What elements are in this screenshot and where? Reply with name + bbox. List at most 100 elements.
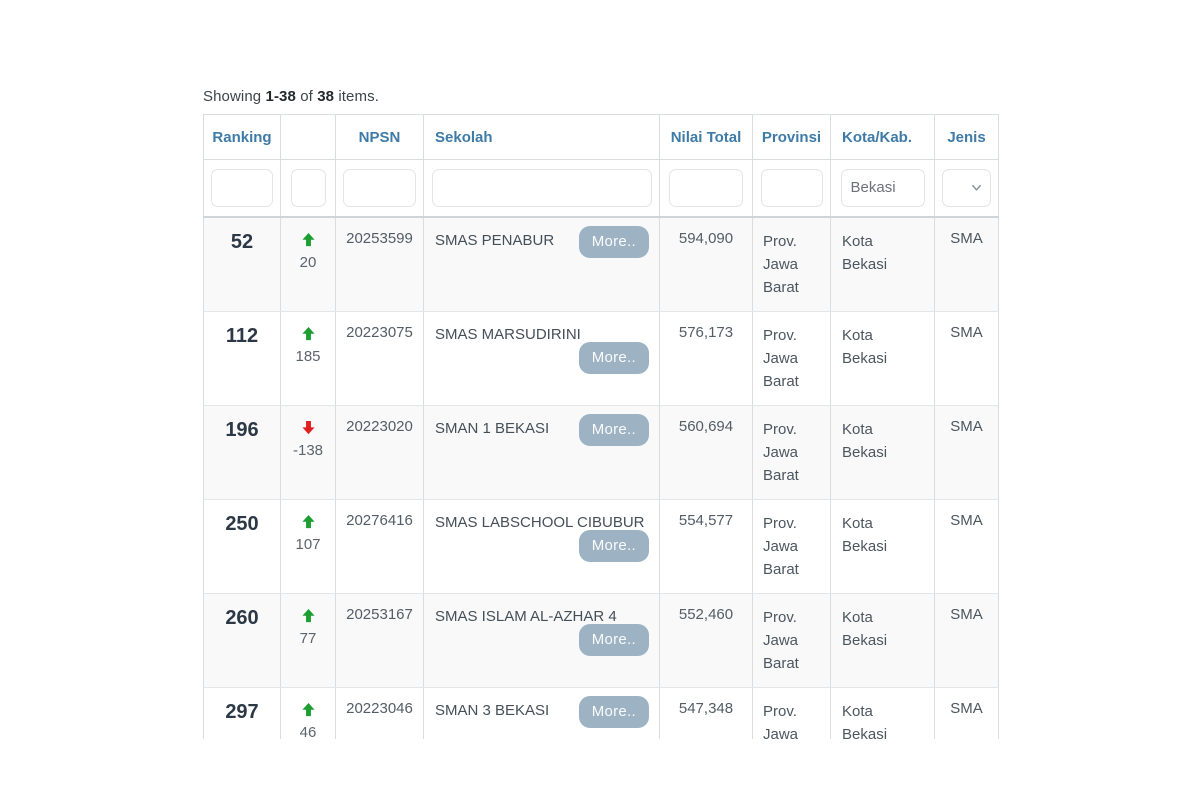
ranking-cell: 250 xyxy=(203,498,281,594)
summary-text: Showing 1-38 of 38 items. xyxy=(203,88,1200,105)
nilai-total-cell: 594,090 xyxy=(659,216,753,312)
rank-change-cell: 77 xyxy=(280,592,336,688)
jenis-cell: SMA xyxy=(934,216,999,312)
provinsi-filter-input[interactable] xyxy=(760,168,823,207)
rank-change-cell: 107 xyxy=(280,498,336,594)
provinsi-cell: Prov. Jawa Barat xyxy=(752,310,831,406)
more-button[interactable]: More.. xyxy=(578,225,649,258)
header-kota-kab[interactable]: Kota/Kab. xyxy=(830,114,935,160)
arrow-up-icon xyxy=(301,514,316,529)
kota-kab-cell: Kota Bekasi xyxy=(830,310,935,406)
kota-kab-filter-input[interactable] xyxy=(840,168,925,207)
header-sekolah[interactable]: Sekolah xyxy=(423,114,660,160)
rank-change-cell: 46 xyxy=(280,686,336,740)
sekolah-cell: SMAS PENABUR More.. xyxy=(423,216,660,312)
npsn-cell: 20276416 xyxy=(335,498,424,594)
more-button[interactable]: More.. xyxy=(578,695,649,728)
npsn-filter-input[interactable] xyxy=(343,168,416,207)
jenis-cell: SMA xyxy=(934,310,999,406)
change-filter-input[interactable] xyxy=(290,168,326,207)
header-npsn[interactable]: NPSN xyxy=(335,114,424,160)
page: Showing 1-38 of 38 items. Ranking NPSN S… xyxy=(203,88,1200,739)
ranking-filter-input[interactable] xyxy=(211,168,273,207)
rank-change-value: 20 xyxy=(299,253,317,271)
table-row: 52 20 20253599 SMAS PENABUR More.. 594,09… xyxy=(203,216,999,312)
table-row: 250 107 20276416 SMAS LABSCHOOL CIBUBUR M… xyxy=(203,498,999,594)
arrow-down-icon xyxy=(301,420,316,435)
school-name: SMAS MARSUDIRINI xyxy=(435,325,581,343)
school-name: SMAS ISLAM AL-AZHAR 4 xyxy=(435,607,617,625)
jenis-filter-select[interactable] xyxy=(942,168,991,207)
school-name: SMAS LABSCHOOL CIBUBUR xyxy=(435,513,645,531)
school-name: SMAS PENABUR xyxy=(435,231,555,249)
ranking-table: Ranking NPSN Sekolah Nilai Total Provins… xyxy=(203,114,999,739)
header-provinsi[interactable]: Provinsi xyxy=(752,114,831,160)
ranking-cell: 260 xyxy=(203,592,281,688)
provinsi-cell: Prov. Jawa Barat xyxy=(752,404,831,500)
table-row: 196 -138 20223020 SMAN 1 BEKASI More.. 56… xyxy=(203,404,999,500)
rank-change-cell: 185 xyxy=(280,310,336,406)
arrow-up-icon xyxy=(301,232,316,247)
provinsi-cell: Prov. Jawa Barat xyxy=(752,592,831,688)
summary-total: 38 xyxy=(317,88,335,105)
kota-kab-cell: Kota Bekasi xyxy=(830,592,935,688)
jenis-cell: SMA xyxy=(934,498,999,594)
nilai-total-cell: 552,460 xyxy=(659,592,753,688)
npsn-cell: 20223046 xyxy=(335,686,424,739)
kota-kab-cell: Kota Bekasi xyxy=(830,216,935,312)
more-button[interactable]: More.. xyxy=(578,623,649,656)
jenis-cell: SMA xyxy=(934,404,999,500)
more-button[interactable]: More.. xyxy=(578,413,649,446)
header-jenis[interactable]: Jenis xyxy=(934,114,999,160)
npsn-cell: 20253167 xyxy=(335,592,424,688)
sekolah-cell: SMAS LABSCHOOL CIBUBUR More.. xyxy=(423,498,660,594)
header-change xyxy=(280,114,336,160)
npsn-cell: 20253599 xyxy=(335,216,424,312)
table-header: Ranking NPSN Sekolah Nilai Total Provins… xyxy=(203,114,999,218)
provinsi-cell: Prov. Jawa Barat xyxy=(752,498,831,594)
rank-change-value: 107 xyxy=(295,535,321,553)
summary-range: 1-38 xyxy=(265,88,296,105)
header-ranking[interactable]: Ranking xyxy=(203,114,281,160)
table-row: 112 185 20223075 SMAS MARSUDIRINI More.. … xyxy=(203,310,999,406)
summary-prefix: Showing xyxy=(203,88,266,105)
ranking-cell: 112 xyxy=(203,310,281,406)
more-button[interactable]: More.. xyxy=(578,341,649,374)
ranking-cell: 196 xyxy=(203,404,281,500)
npsn-cell: 20223020 xyxy=(335,404,424,500)
provinsi-cell: Prov. Jawa Barat xyxy=(752,216,831,312)
ranking-cell: 52 xyxy=(203,216,281,312)
nilai-total-cell: 554,577 xyxy=(659,498,753,594)
table-row: 260 77 20253167 SMAS ISLAM AL-AZHAR 4 Mor… xyxy=(203,592,999,688)
table-body: 52 20 20253599 SMAS PENABUR More.. 594,09… xyxy=(203,216,999,740)
npsn-cell: 20223075 xyxy=(335,310,424,406)
table-row: 297 46 20223046 SMAN 3 BEKASI More.. 547,… xyxy=(203,686,999,740)
sekolah-cell: SMAS MARSUDIRINI More.. xyxy=(423,310,660,406)
more-button[interactable]: More.. xyxy=(578,529,649,562)
rank-change-value: 185 xyxy=(295,347,321,365)
nilai-total-cell: 547,348 xyxy=(659,686,753,739)
sekolah-cell: SMAN 1 BEKASI More.. xyxy=(423,404,660,500)
arrow-up-icon xyxy=(301,326,316,341)
arrow-up-icon xyxy=(301,702,316,717)
jenis-cell: SMA xyxy=(934,686,999,739)
grid-view: Ranking NPSN Sekolah Nilai Total Provins… xyxy=(203,114,1000,739)
rank-change-value: 77 xyxy=(299,629,317,647)
rank-change-cell: -138 xyxy=(280,404,336,500)
school-name: SMAN 1 BEKASI xyxy=(435,419,550,437)
kota-kab-cell: Kota Bekasi xyxy=(830,404,935,500)
nilai-total-filter-input[interactable] xyxy=(669,168,743,207)
nilai-total-cell: 576,173 xyxy=(659,310,753,406)
rank-change-value: 46 xyxy=(299,723,317,740)
kota-kab-cell: Kota Bekasi xyxy=(830,686,935,739)
rank-change-value: -138 xyxy=(292,441,324,459)
summary-middle: of xyxy=(295,88,318,105)
chevron-down-icon xyxy=(970,181,983,194)
sekolah-filter-input[interactable] xyxy=(431,168,652,207)
arrow-up-icon xyxy=(301,608,316,623)
kota-kab-cell: Kota Bekasi xyxy=(830,498,935,594)
provinsi-cell: Prov. Jawa Barat xyxy=(752,686,831,739)
sekolah-cell: SMAN 3 BEKASI More.. xyxy=(423,686,660,739)
jenis-cell: SMA xyxy=(934,592,999,688)
header-nilai-total[interactable]: Nilai Total xyxy=(659,114,753,160)
